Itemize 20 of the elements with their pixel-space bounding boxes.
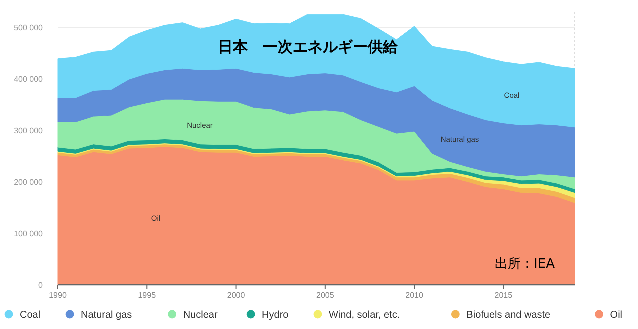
legend-label: Biofuels and waste <box>466 310 552 321</box>
legend-label: Wind, solar, etc. <box>328 310 400 321</box>
x-tick-label: 1995 <box>138 291 157 300</box>
text: 日本 一次エネルギー供給 <box>218 38 399 56</box>
x-tick-label: 2005 <box>316 291 335 300</box>
y-tick-label: 400 000 <box>14 74 44 84</box>
legend-label: Oil <box>610 310 623 321</box>
x-tick-label: 2015 <box>494 291 514 300</box>
x-tick-label: 1990 <box>49 291 68 300</box>
y-tick-label: 300 000 <box>14 126 44 136</box>
y-tick-label: 100 000 <box>14 229 44 238</box>
legend-label: Hydro <box>262 310 290 321</box>
x-tick-label: 2000 <box>227 291 246 300</box>
y-tick-label: 500 000 <box>14 23 44 32</box>
y-tick-label: 0 <box>38 281 44 290</box>
legend-label: Nuclear <box>183 310 218 321</box>
legend-label: Natural gas <box>81 310 132 321</box>
x-tick-label: 2010 <box>406 291 424 300</box>
legend-label: Coal <box>20 310 41 321</box>
y-tick-label: 200 000 <box>14 178 44 187</box>
